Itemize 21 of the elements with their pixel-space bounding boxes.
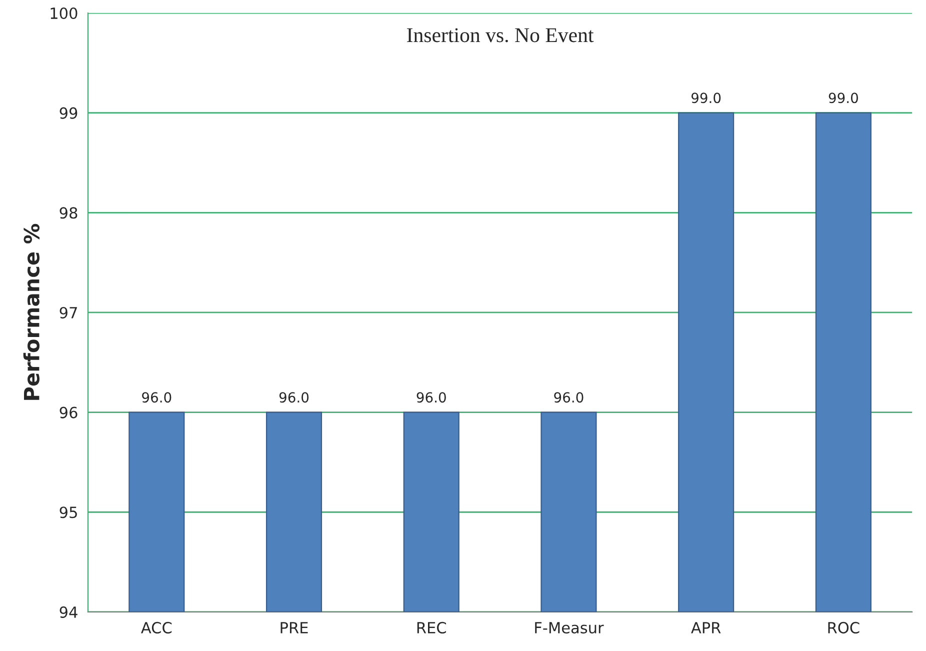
y-axis-title: Performance % [23, 224, 40, 400]
data-label: 96.0 [279, 392, 309, 403]
x-tick-label: PRE [280, 622, 308, 634]
y-tick-label: 95 [60, 506, 77, 518]
data-label: 96.0 [142, 392, 172, 403]
data-label: 99.0 [828, 92, 858, 104]
y-tick-label: 100 [50, 7, 78, 20]
y-tick-label: 99 [60, 107, 78, 119]
y-tick-label: 96 [60, 406, 78, 418]
y-tick-label: 94 [60, 606, 78, 618]
data-label: 99.0 [691, 92, 721, 104]
y-tick-label: 97 [60, 306, 77, 318]
data-label: 96.0 [554, 392, 584, 403]
x-tick-label: F-Measur [535, 622, 604, 634]
text: Insertion vs. No Event [407, 28, 594, 42]
y-tick-label: 98 [60, 207, 78, 219]
x-tick-label: APR [691, 622, 721, 634]
data-label: 96.0 [416, 392, 446, 403]
x-tick-label: ROC [828, 622, 860, 634]
x-tick-label: REC [417, 622, 446, 634]
x-tick-label: ACC [141, 622, 172, 634]
